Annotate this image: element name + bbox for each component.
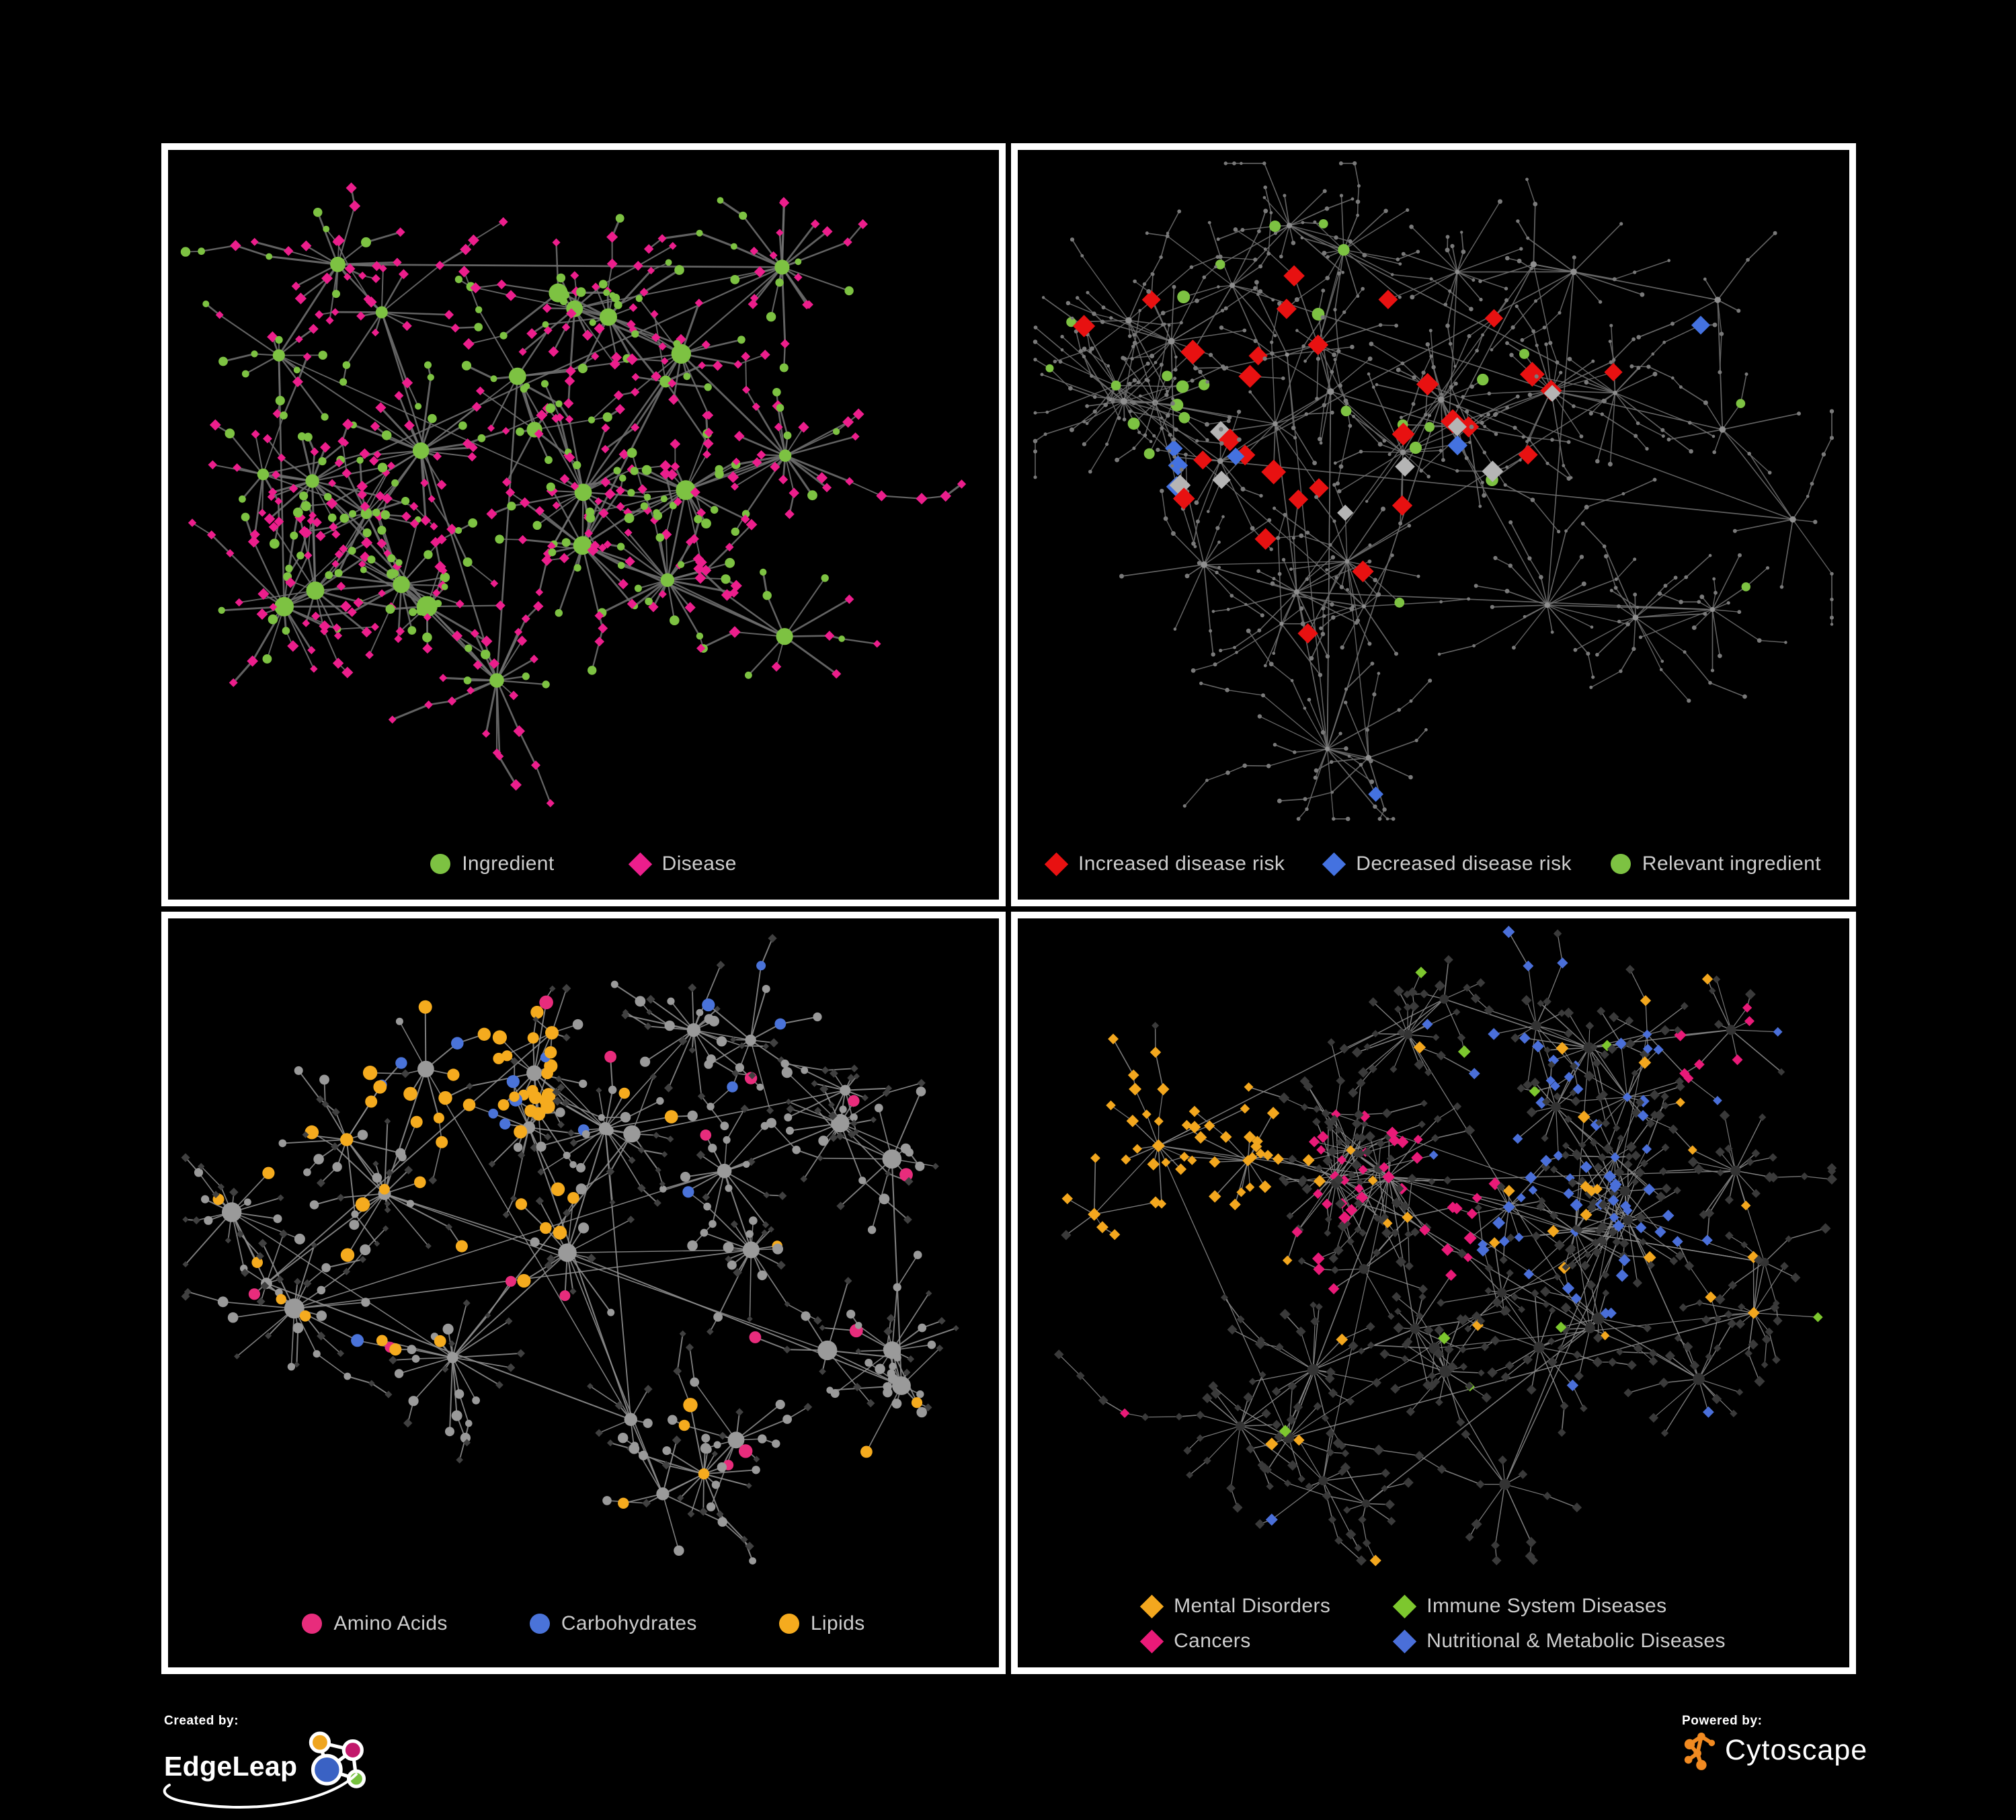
legend-nutrient-classes: Amino Acids Carbohydrates Lipids [168, 1612, 999, 1635]
cancers-label: Cancers [1174, 1630, 1251, 1652]
panel-disease-classes: Mental Disorders Immune System Diseases … [1011, 912, 1856, 1674]
network-ingredient-disease [180, 182, 967, 807]
legend-item-carbohydrates: Carbohydrates [529, 1612, 697, 1635]
cytoscape-credit: Powered by: Cytoscape [1682, 1714, 1867, 1770]
legend-item-cancers: Cancers [1139, 1629, 1330, 1653]
relevant-ingredient-swatch-icon [1610, 854, 1631, 874]
legend-item-relevant-ingredient: Relevant ingredient [1610, 853, 1821, 875]
network-nutrient-classes [181, 934, 959, 1565]
increased-risk-label: Increased disease risk [1078, 853, 1285, 875]
disease-label: Disease [661, 853, 737, 875]
legend-item-disease: Disease [628, 852, 737, 876]
legend-disease-risk: Increased disease risk Decreased disease… [1018, 852, 1849, 876]
ingredient-swatch-icon [430, 854, 451, 874]
legend-item-immune-diseases: Immune System Diseases [1393, 1594, 1726, 1618]
disease-swatch-icon [628, 852, 652, 876]
legend-item-decreased-risk: Decreased disease risk [1322, 852, 1572, 876]
immune-diseases-label: Immune System Diseases [1426, 1595, 1667, 1617]
lipids-label: Lipids [810, 1612, 865, 1634]
carbohydrates-swatch-icon [529, 1614, 550, 1634]
edgeleap-brand-text: EdgeLeap [164, 1750, 298, 1782]
network-disease-classes [1054, 925, 1837, 1567]
cytoscape-brand-text: Cytoscape [1725, 1733, 1868, 1766]
legend-item-nutritional-metabolic: Nutritional & Metabolic Diseases [1393, 1629, 1726, 1653]
legend-item-mental-disorders: Mental Disorders [1139, 1594, 1331, 1618]
legend-item-amino-acids: Amino Acids [302, 1612, 447, 1635]
amino-acids-swatch-icon [302, 1614, 323, 1634]
powered-by-label: Powered by: [1682, 1714, 1763, 1728]
nutritional-metabolic-label: Nutritional & Metabolic Diseases [1426, 1630, 1726, 1652]
mental-disorders-label: Mental Disorders [1174, 1595, 1331, 1617]
panel-ingredient-disease: Ingredient Disease [161, 143, 1006, 906]
legend-disease-classes: Mental Disorders Immune System Diseases … [1018, 1594, 1849, 1653]
decreased-risk-label: Decreased disease risk [1356, 853, 1572, 875]
increased-risk-swatch-icon [1044, 852, 1069, 876]
edgeleap-credit: Created by: EdgeLeap [163, 1714, 379, 1809]
mental-disorders-swatch-icon [1139, 1594, 1164, 1618]
amino-acids-label: Amino Acids [333, 1612, 448, 1634]
legend-ingredient-disease: Ingredient Disease [168, 852, 999, 876]
cancers-swatch-icon [1139, 1629, 1164, 1653]
legend-item-increased-risk: Increased disease risk [1044, 852, 1285, 876]
ingredient-label: Ingredient [462, 853, 555, 875]
legend-item-ingredient: Ingredient [430, 853, 554, 875]
lipids-swatch-icon [778, 1614, 799, 1634]
nutritional-metabolic-swatch-icon [1393, 1629, 1417, 1653]
decreased-risk-swatch-icon [1322, 852, 1346, 876]
edgeleap-swoosh-icon [163, 1773, 358, 1809]
legend-item-lipids: Lipids [778, 1612, 865, 1635]
panel-nutrient-classes: Amino Acids Carbohydrates Lipids [161, 912, 1006, 1674]
network-disease-risk [1033, 161, 1834, 822]
edgeleap-logo-icon [309, 1731, 366, 1788]
immune-diseases-swatch-icon [1393, 1594, 1417, 1618]
carbohydrates-label: Carbohydrates [561, 1612, 697, 1634]
cytoscape-logo-icon [1684, 1732, 1716, 1770]
panel-disease-risk: Increased disease risk Decreased disease… [1011, 143, 1856, 906]
created-by-label: Created by: [164, 1714, 239, 1728]
relevant-ingredient-label: Relevant ingredient [1642, 853, 1821, 875]
